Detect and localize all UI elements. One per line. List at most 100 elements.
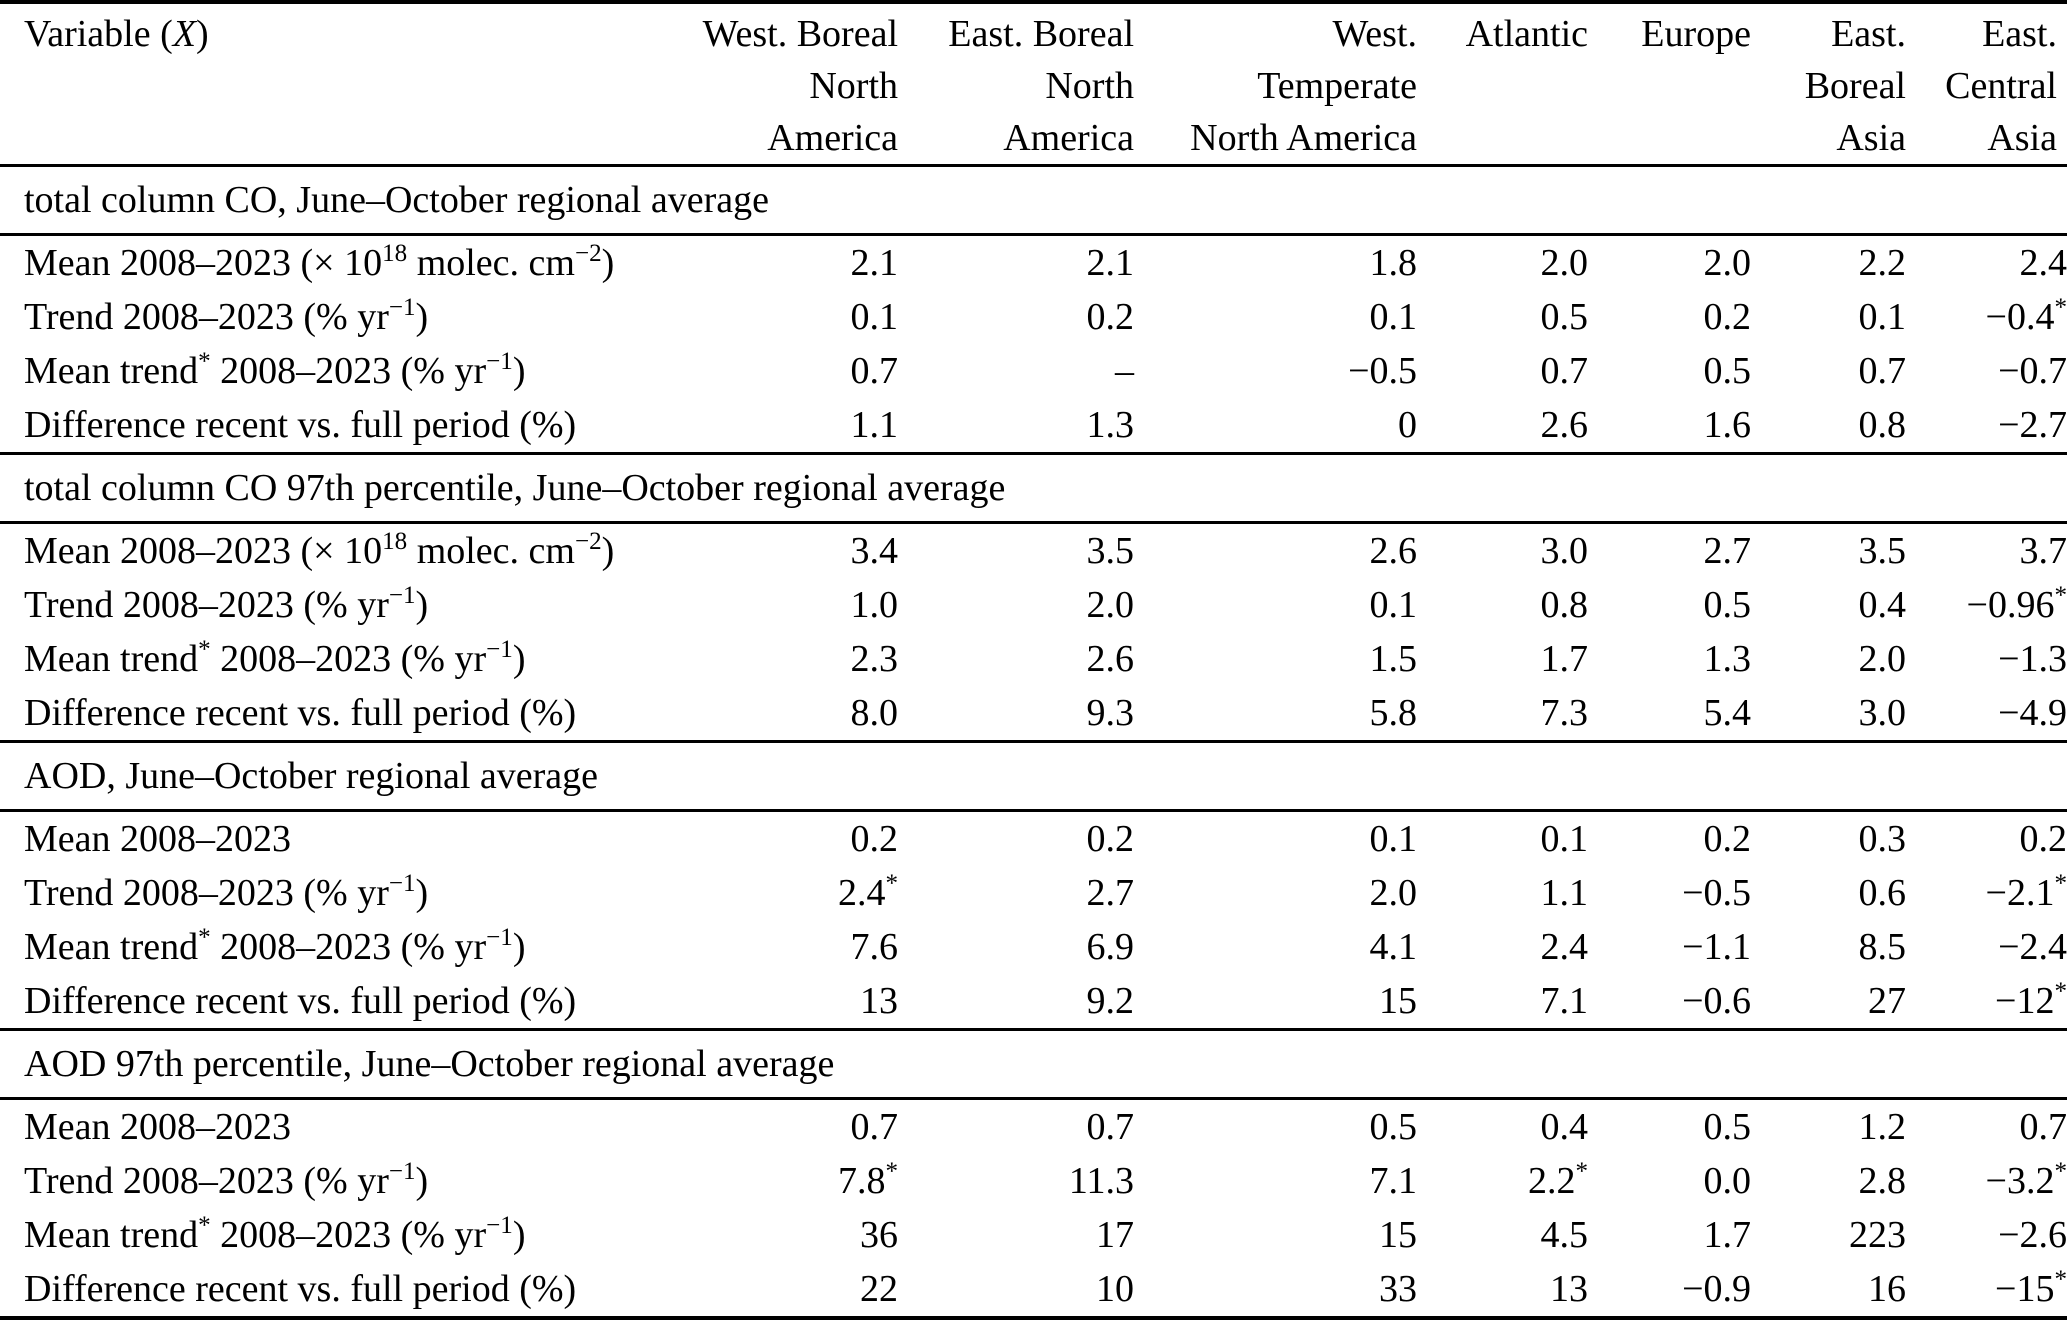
data-cell-east-central-asia: −0.96* xyxy=(1966,582,2067,626)
data-cell-atlantic: 0.1 xyxy=(1540,818,1589,860)
data-cell-east-central-asia: −0.4* xyxy=(1985,294,2067,338)
table-row: Mean trend* 2008–2023 (% yr−1) 2.3 2.6 1.5 1… xyxy=(0,632,2067,686)
data-cell-east-boreal-na: 11.3 xyxy=(1068,1160,1134,1202)
data-cell-east-central-asia: −2.6 xyxy=(1998,1214,2067,1256)
data-cell-west-temperate-na: 0 xyxy=(1398,404,1417,446)
section-title: total column CO, June–October regional a… xyxy=(0,164,2067,236)
data-cell-east-boreal-na: 10 xyxy=(1096,1268,1134,1310)
table-row: Trend 2008–2023 (% yr−1) 2.4* 2.7 2.0 1.1 −0.… xyxy=(0,866,2067,920)
section-title-row: AOD 97th percentile, June–October region… xyxy=(0,1028,2067,1100)
data-cell-atlantic: 0.4 xyxy=(1540,1106,1589,1148)
data-cell-atlantic: 7.1 xyxy=(1540,980,1589,1022)
data-cell-atlantic: 2.0 xyxy=(1540,242,1589,284)
data-cell-west-boreal-na: 2.1 xyxy=(850,242,899,284)
data-cell-east-central-asia: −12* xyxy=(1995,978,2067,1022)
data-cell-west-temperate-na: 5.8 xyxy=(1369,692,1418,734)
data-cell-atlantic: 2.2* xyxy=(1527,1158,1588,1202)
data-cell-atlantic: 7.3 xyxy=(1540,692,1589,734)
data-cell-east-boreal-na: 2.1 xyxy=(1086,242,1135,284)
data-cell-east-central-asia: −15* xyxy=(1995,1266,2067,1310)
data-cell-west-temperate-na: 33 xyxy=(1379,1268,1417,1310)
data-cell-europe: 1.3 xyxy=(1703,638,1752,680)
data-cell-east-boreal-na: 0.2 xyxy=(1086,296,1135,338)
table-row: Mean trend* 2008–2023 (% yr−1) 7.6 6.9 4.1 2… xyxy=(0,920,2067,974)
data-cell-east-central-asia: −2.7 xyxy=(1998,404,2067,446)
column-header-europe: Europe xyxy=(1641,13,1751,55)
data-cell-west-boreal-na: 2.3 xyxy=(850,638,899,680)
data-cell-europe: 0.0 xyxy=(1703,1160,1752,1202)
data-cell-east-boreal-asia: 2.8 xyxy=(1858,1160,1907,1202)
data-cell-east-boreal-na: 9.3 xyxy=(1086,692,1135,734)
data-cell-europe: 5.4 xyxy=(1703,692,1752,734)
table-row: Trend 2008–2023 (% yr−1) 7.8* 11.3 7.1 2.2* 0… xyxy=(0,1154,2067,1208)
row-label: Trend 2008–2023 (% yr−1) xyxy=(24,294,429,338)
column-header-west-boreal-na: West. Boreal North America xyxy=(702,13,898,159)
data-cell-west-boreal-na: 2.4* xyxy=(837,870,898,914)
data-cell-east-boreal-asia: 0.8 xyxy=(1858,404,1907,446)
data-cell-west-boreal-na: 36 xyxy=(860,1214,898,1256)
column-header-east-boreal-na: East. Boreal North America xyxy=(948,13,1134,159)
row-label: Mean trend* 2008–2023 (% yr−1) xyxy=(24,1212,526,1256)
data-cell-west-temperate-na: 1.5 xyxy=(1369,638,1418,680)
data-cell-europe: 1.6 xyxy=(1703,404,1752,446)
data-cell-europe: 0.5 xyxy=(1703,1106,1752,1148)
row-label: Mean trend* 2008–2023 (% yr−1) xyxy=(24,924,526,968)
section-title: total column CO 97th percentile, June–Oc… xyxy=(0,452,2067,524)
data-cell-west-boreal-na: 0.7 xyxy=(850,1106,899,1148)
data-cell-east-boreal-asia: 2.0 xyxy=(1858,638,1907,680)
data-cell-west-temperate-na: 1.8 xyxy=(1369,242,1418,284)
data-cell-east-boreal-asia: 0.3 xyxy=(1858,818,1907,860)
data-cell-europe: 0.2 xyxy=(1703,296,1752,338)
data-cell-east-boreal-asia: 0.6 xyxy=(1858,872,1907,914)
data-cell-atlantic: 2.6 xyxy=(1540,404,1589,446)
data-cell-europe: −0.9 xyxy=(1682,1268,1751,1310)
table-row: Mean trend* 2008–2023 (% yr−1) 36 17 15 4.5 1… xyxy=(0,1208,2067,1262)
data-cell-east-central-asia: 0.7 xyxy=(2019,1106,2067,1148)
data-cell-atlantic: 13 xyxy=(1550,1268,1588,1310)
data-cell-atlantic: 0.7 xyxy=(1540,350,1589,392)
data-cell-west-temperate-na: 0.1 xyxy=(1369,296,1418,338)
data-cell-east-boreal-na: 2.6 xyxy=(1086,638,1135,680)
data-cell-west-temperate-na: 2.0 xyxy=(1369,872,1418,914)
section-title-row: AOD, June–October regional average xyxy=(0,740,2067,812)
data-cell-west-boreal-na: 1.1 xyxy=(850,404,899,446)
data-cell-east-central-asia: −3.2* xyxy=(1985,1158,2067,1202)
data-cell-europe: −0.6 xyxy=(1682,980,1751,1022)
row-label: Difference recent vs. full period (%) xyxy=(24,404,577,446)
table-row: Difference recent vs. full period (%) 8.0… xyxy=(0,686,2067,742)
section-title-row: total column CO, June–October regional a… xyxy=(0,164,2067,236)
data-cell-europe: 0.5 xyxy=(1703,350,1752,392)
data-cell-east-boreal-asia: 223 xyxy=(1849,1214,1906,1256)
row-label: Difference recent vs. full period (%) xyxy=(24,692,577,734)
table-row: Mean 2008–2023 (× 1018 molec. cm−2) 3.4 3.… xyxy=(0,523,2067,579)
data-cell-atlantic: 1.1 xyxy=(1540,872,1589,914)
row-label: Mean 2008–2023 xyxy=(24,818,292,860)
data-cell-east-central-asia: −4.9 xyxy=(1998,692,2067,734)
section-title-row: total column CO 97th percentile, June–Oc… xyxy=(0,452,2067,524)
row-label: Difference recent vs. full period (%) xyxy=(24,1268,577,1310)
column-header-east-boreal-asia: East. Boreal Asia xyxy=(1804,13,1906,159)
data-cell-west-temperate-na: 0.5 xyxy=(1369,1106,1418,1148)
data-cell-east-boreal-asia: 1.2 xyxy=(1858,1106,1907,1148)
data-cell-west-boreal-na: 7.8* xyxy=(837,1158,898,1202)
data-cell-atlantic: 2.4 xyxy=(1540,926,1589,968)
data-cell-east-boreal-na: 17 xyxy=(1096,1214,1134,1256)
data-cell-east-central-asia: 3.7 xyxy=(2019,530,2067,572)
data-cell-europe: 0.2 xyxy=(1703,818,1752,860)
row-label: Mean trend* 2008–2023 (% yr−1) xyxy=(24,348,526,392)
data-cell-west-boreal-na: 8.0 xyxy=(850,692,899,734)
data-cell-west-temperate-na: 7.1 xyxy=(1369,1160,1418,1202)
data-cell-east-boreal-na: 2.7 xyxy=(1086,872,1135,914)
column-header-west-temperate-na: West. Temperate North America xyxy=(1190,13,1417,159)
data-cell-atlantic: 3.0 xyxy=(1540,530,1589,572)
table-row: Difference recent vs. full period (%) 22 1… xyxy=(0,1262,2067,1318)
data-cell-west-boreal-na: 0.1 xyxy=(850,296,899,338)
data-cell-east-boreal-asia: 0.4 xyxy=(1858,584,1907,626)
data-cell-west-temperate-na: 15 xyxy=(1379,980,1417,1022)
data-cell-europe: −1.1 xyxy=(1682,926,1751,968)
data-cell-east-central-asia: 0.2 xyxy=(2019,818,2067,860)
table-row: Difference recent vs. full period (%) 1.1… xyxy=(0,398,2067,454)
data-cell-east-boreal-asia: 27 xyxy=(1868,980,1906,1022)
row-label: Trend 2008–2023 (% yr−1) xyxy=(24,870,429,914)
data-cell-atlantic: 0.8 xyxy=(1540,584,1589,626)
